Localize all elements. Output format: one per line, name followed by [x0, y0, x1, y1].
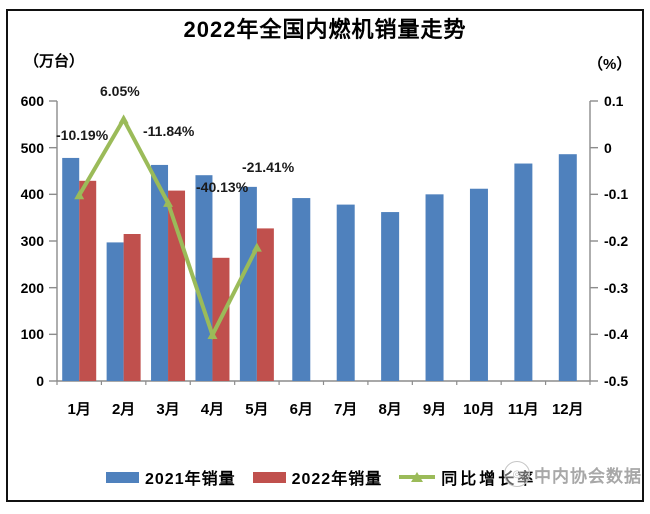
- legend-label-2021-sales: 2021年销量: [145, 471, 236, 488]
- right-axis-unit-label: （%）: [588, 56, 632, 73]
- x-axis-label-6月: 6月: [289, 401, 313, 418]
- legend-item-2021-sales: 2021年销量: [106, 465, 236, 489]
- legend-swatch-2021-bar: [106, 471, 139, 483]
- bar-2022-5月: [256, 228, 274, 381]
- legend-label-2022-sales: 2022年销量: [291, 471, 383, 488]
- left-axis-tick-label: 300: [20, 233, 44, 249]
- bar-2021-9月: [425, 194, 444, 381]
- legend-line-marker-icon: [399, 470, 436, 484]
- line-marker-triangle-icon: [118, 114, 129, 124]
- growth-data-label: -11.84%: [143, 123, 195, 139]
- x-axis-label-4月: 4月: [200, 401, 225, 418]
- bar-2022-3月: [168, 190, 186, 381]
- legend-item-2022-sales: 2022年销量: [252, 465, 383, 489]
- x-axis-label-9月: 9月: [422, 401, 447, 418]
- legend-swatch-2022-bar: [252, 471, 286, 483]
- left-axis-unit-label: （万台）: [24, 53, 85, 70]
- x-axis-label-10月: 10月: [463, 401, 495, 418]
- bar-2021-8月: [381, 212, 400, 381]
- growth-data-label: -21.41%: [242, 159, 295, 175]
- left-axis-tick-label: 400: [20, 186, 44, 203]
- line-marker-triangle-icon: [207, 329, 218, 339]
- bar-2022-1月: [79, 180, 97, 381]
- x-axis-label-7月: 7月: [334, 401, 358, 418]
- bar-2021-6月: [292, 198, 311, 381]
- right-axis-tick-label: -0.4: [604, 326, 629, 343]
- right-axis-tick-label: -0.1: [604, 186, 629, 203]
- bar-2021-3月: [151, 164, 169, 381]
- bar-2021-11月: [514, 163, 533, 381]
- x-axis-label-5月: 5月: [245, 401, 269, 418]
- x-axis-label-8月: 8月: [378, 401, 402, 418]
- left-axis-tick-label: 600: [20, 93, 44, 109]
- bar-2021-4月: [195, 175, 213, 381]
- right-axis-tick-label: 0: [604, 139, 612, 156]
- bar-2022-2月: [123, 234, 141, 381]
- right-axis-tick-label: -0.3: [604, 279, 629, 296]
- right-axis-tick-label: -0.5: [604, 373, 629, 389]
- growth-data-label: -10.19%: [56, 127, 109, 143]
- x-axis-label-3月: 3月: [156, 401, 180, 418]
- left-axis-tick-label: 200: [20, 279, 44, 296]
- growth-data-label: -40.13%: [196, 179, 249, 195]
- chart-title: 2022年全国内燃机销量走势: [183, 17, 467, 42]
- x-axis-label-12月: 12月: [551, 401, 584, 418]
- right-axis-tick-label: -0.2: [604, 233, 629, 249]
- bar-2021-1月: [62, 157, 80, 381]
- bar-2021-10月: [469, 188, 488, 381]
- bar-2021-7月: [336, 204, 355, 381]
- right-axis-tick-label: 0.1: [604, 93, 624, 109]
- bar-2021-2月: [106, 242, 124, 381]
- growth-data-label: 6.05%: [100, 83, 140, 99]
- line-marker-triangle-icon: [251, 242, 262, 252]
- x-axis-label-11月: 11月: [507, 401, 539, 418]
- bar-2021-5月: [239, 186, 257, 381]
- bar-2021-12月: [558, 154, 577, 381]
- association-seal-icon: ◎: [504, 461, 530, 487]
- left-axis-tick-label: 500: [20, 139, 44, 156]
- left-axis-tick-label: 0: [36, 373, 44, 389]
- x-axis-label-1月: 1月: [67, 401, 91, 418]
- line-marker-triangle-icon: [163, 197, 174, 207]
- left-axis-tick-label: 100: [20, 326, 44, 343]
- line-marker-triangle-icon: [74, 190, 85, 200]
- x-axis-label-2月: 2月: [111, 401, 136, 418]
- watermark-text: 中内协会数据: [534, 466, 642, 486]
- watermark: ◎ 中内协会数据: [504, 461, 642, 487]
- legend: 2021年销量 2022年销量 同比增长率: [106, 465, 536, 489]
